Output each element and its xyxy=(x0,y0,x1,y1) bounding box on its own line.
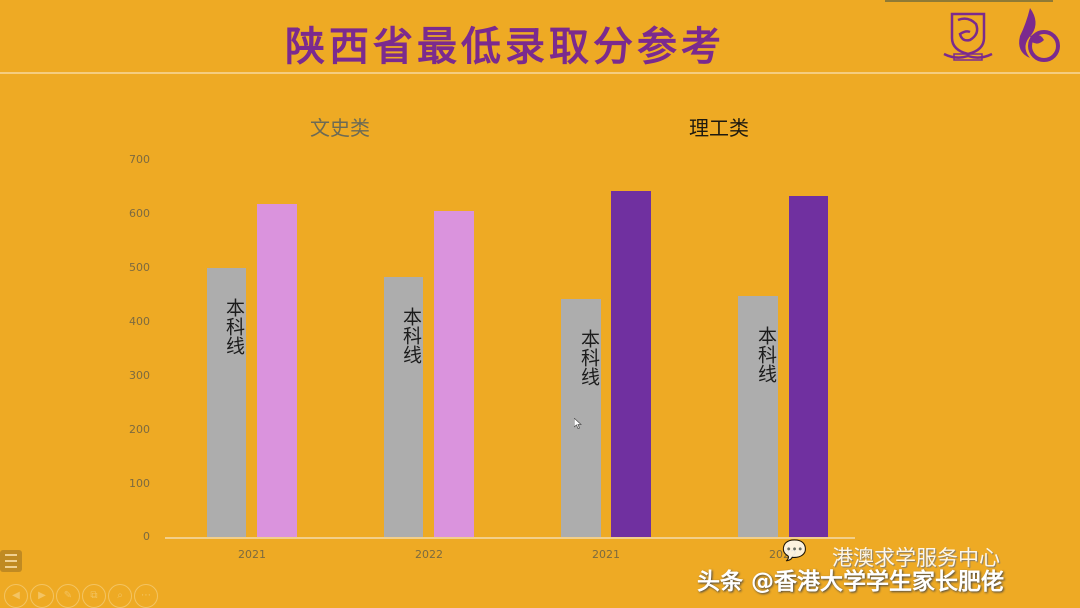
bar-wen-2022-score xyxy=(434,211,474,537)
title-divider xyxy=(0,72,1080,74)
y-tick: 500 xyxy=(129,261,150,274)
mouse-cursor-icon xyxy=(574,418,582,429)
y-tick: 700 xyxy=(129,153,150,166)
slide-menu-button[interactable] xyxy=(0,550,22,572)
bar-li-2022-benke: 本科线 xyxy=(738,296,778,537)
x-tick: 2021 xyxy=(238,548,266,561)
chart-title-ligong: 理工类 xyxy=(689,116,749,140)
bar-li-2021-benke: 本科线 xyxy=(561,299,601,537)
y-tick: 600 xyxy=(129,207,150,220)
zoom-button[interactable]: ⌕ xyxy=(108,584,132,608)
bar-label: 本科线 xyxy=(223,298,245,355)
x-tick: 2022 xyxy=(769,548,797,561)
x-tick: 2022 xyxy=(415,548,443,561)
bar-wen-2021-score xyxy=(257,204,297,537)
bar-li-2022-score xyxy=(789,196,828,537)
x-tick: 2021 xyxy=(592,548,620,561)
bar-label: 本科线 xyxy=(400,307,422,364)
x-axis-line xyxy=(165,537,855,539)
bar-label: 本科线 xyxy=(755,326,777,383)
wechat-icon: 💬 xyxy=(782,538,807,562)
next-slide-button[interactable]: ▶ xyxy=(30,584,54,608)
university-crest-logo xyxy=(943,12,993,61)
toutiao-watermark: 头条 @香港大学学生家长肥佬 xyxy=(697,569,1005,595)
top-divider xyxy=(885,0,1053,2)
bar-label: 本科线 xyxy=(578,329,600,386)
wechat-watermark: 港澳求学服务中心 xyxy=(832,546,1000,570)
bar-wen-2022-benke: 本科线 xyxy=(384,277,423,537)
y-tick: 0 xyxy=(143,530,150,543)
y-tick: 100 xyxy=(129,477,150,490)
phoenix-logo xyxy=(1019,8,1060,62)
y-tick: 200 xyxy=(129,423,150,436)
bar-wen-2021-benke: 本科线 xyxy=(207,268,246,537)
slide-title: 陕西省最低录取分参考 xyxy=(285,24,725,70)
more-options-button[interactable]: ⋯ xyxy=(134,584,158,608)
previous-slide-button[interactable]: ◀ xyxy=(4,584,28,608)
list-icon xyxy=(5,554,17,556)
chart-title-wenshi: 文史类 xyxy=(310,116,370,140)
slides-overview-button[interactable]: ⧉ xyxy=(82,584,106,608)
bar-li-2021-score xyxy=(611,191,651,537)
y-tick: 400 xyxy=(129,315,150,328)
y-tick: 300 xyxy=(129,369,150,382)
pen-tool-button[interactable]: ✎ xyxy=(56,584,80,608)
